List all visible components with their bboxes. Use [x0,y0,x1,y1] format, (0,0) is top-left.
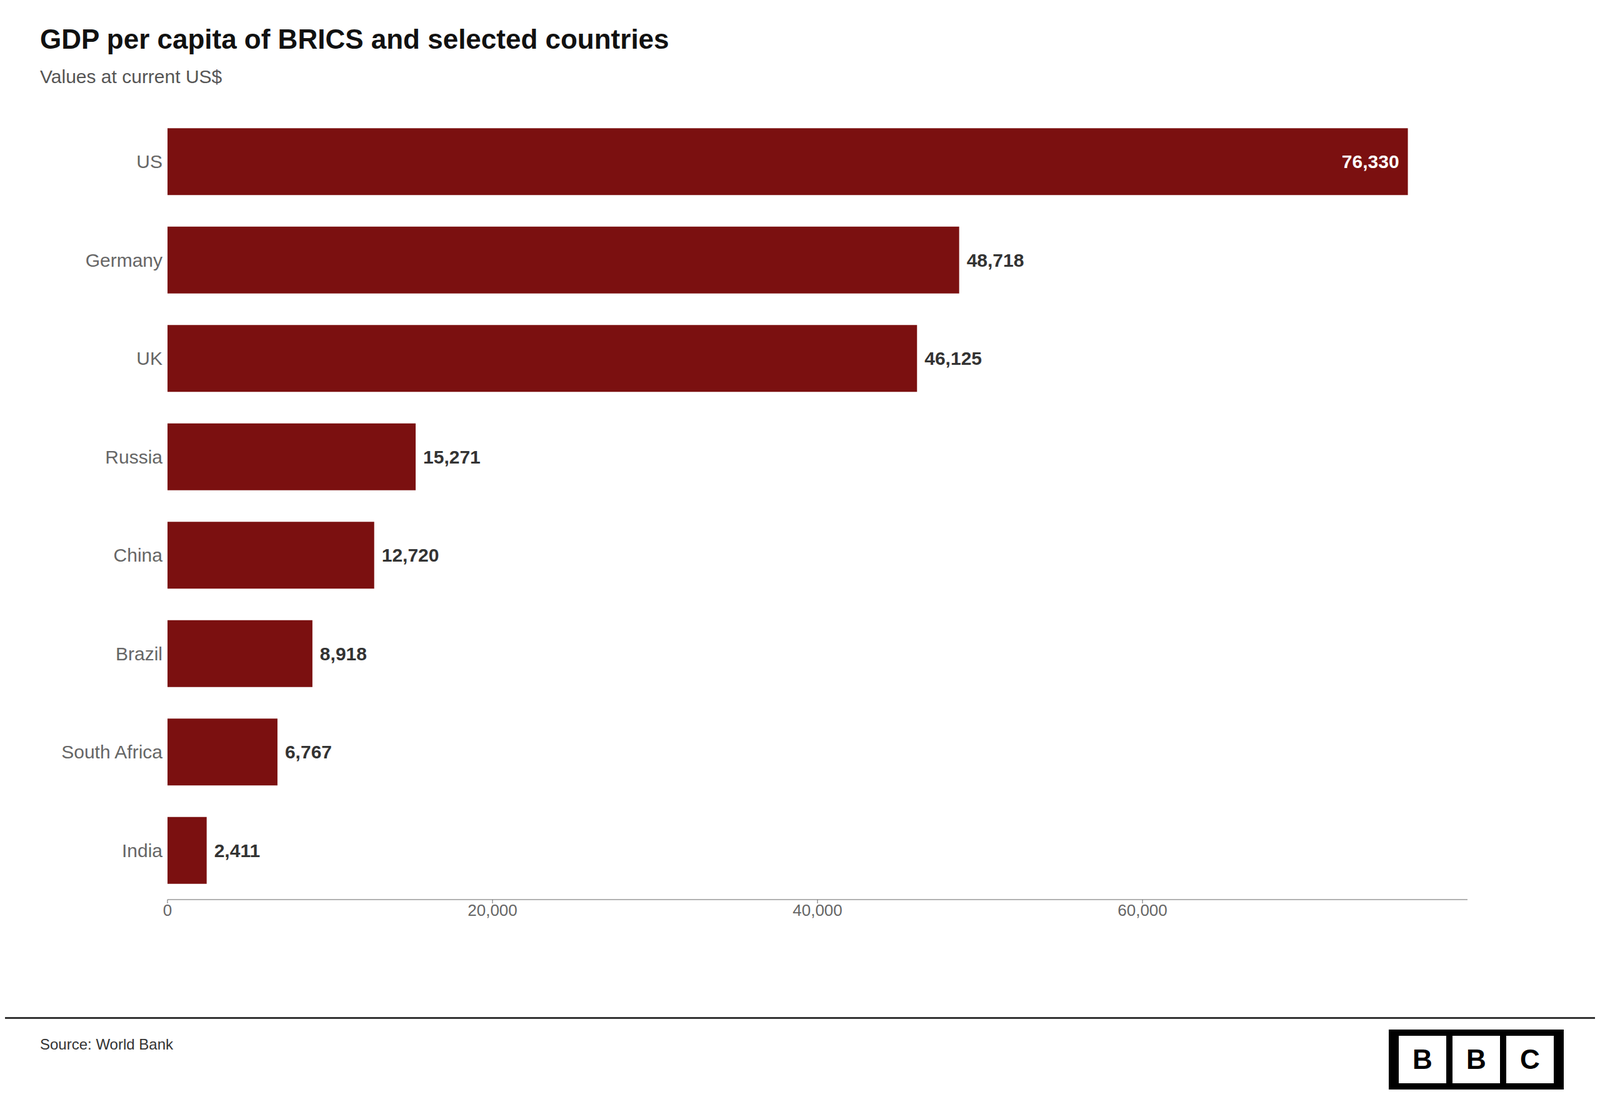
svg-text:China: China [113,545,164,566]
svg-text:South Africa: South Africa [61,741,163,763]
html-text:Values at current US$: Values at current US$ [40,66,223,87]
svg-text:2,411: 2,411 [214,840,260,862]
svg-text:76,330: 76,330 [1341,151,1400,172]
svg-text:Brazil: Brazil [115,643,163,665]
svg-text:20,000: 20,000 [467,901,518,920]
svg-text:0: 0 [163,901,172,920]
svg-text:India: India [121,840,163,862]
svg-text:60,000: 60,000 [1117,901,1168,920]
svg-text:40,000: 40,000 [792,901,843,920]
svg-text:46,125: 46,125 [924,348,982,369]
svg-text:UK: UK [136,348,163,369]
html-text:B: B [1412,1044,1433,1075]
svg-text:Germany: Germany [85,250,163,271]
svg-text:US: US [136,151,163,172]
svg-text:Russia: Russia [105,446,163,468]
svg-text:12,720: 12,720 [381,545,440,566]
svg-text:6,767: 6,767 [285,741,332,763]
html-text:GDP per capita of BRICS and se: GDP per capita of BRICS and selected cou… [40,23,670,55]
html-text:B: B [1466,1044,1487,1075]
svg-text:15,271: 15,271 [423,446,481,468]
svg-text:8,918: 8,918 [320,643,367,665]
svg-text:48,718: 48,718 [966,250,1025,271]
html-text:Source: World Bank: Source: World Bank [40,1036,174,1054]
html-text:C: C [1520,1044,1540,1075]
